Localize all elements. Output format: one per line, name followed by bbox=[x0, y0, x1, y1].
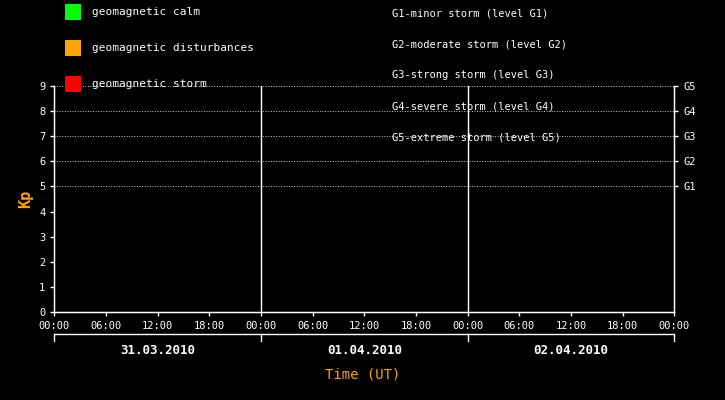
Text: 02.04.2010: 02.04.2010 bbox=[534, 344, 608, 358]
Text: geomagnetic disturbances: geomagnetic disturbances bbox=[92, 43, 254, 53]
Text: G2-moderate storm (level G2): G2-moderate storm (level G2) bbox=[392, 39, 566, 49]
Text: 31.03.2010: 31.03.2010 bbox=[120, 344, 195, 358]
Text: G4-severe storm (level G4): G4-severe storm (level G4) bbox=[392, 102, 554, 112]
Text: Time (UT): Time (UT) bbox=[325, 368, 400, 382]
Text: 01.04.2010: 01.04.2010 bbox=[327, 344, 402, 358]
Y-axis label: Kp: Kp bbox=[19, 190, 33, 208]
Text: G1-minor storm (level G1): G1-minor storm (level G1) bbox=[392, 8, 548, 18]
Text: G3-strong storm (level G3): G3-strong storm (level G3) bbox=[392, 70, 554, 80]
Text: G5-extreme storm (level G5): G5-extreme storm (level G5) bbox=[392, 133, 560, 143]
Text: geomagnetic storm: geomagnetic storm bbox=[92, 79, 207, 89]
Text: geomagnetic calm: geomagnetic calm bbox=[92, 7, 200, 17]
